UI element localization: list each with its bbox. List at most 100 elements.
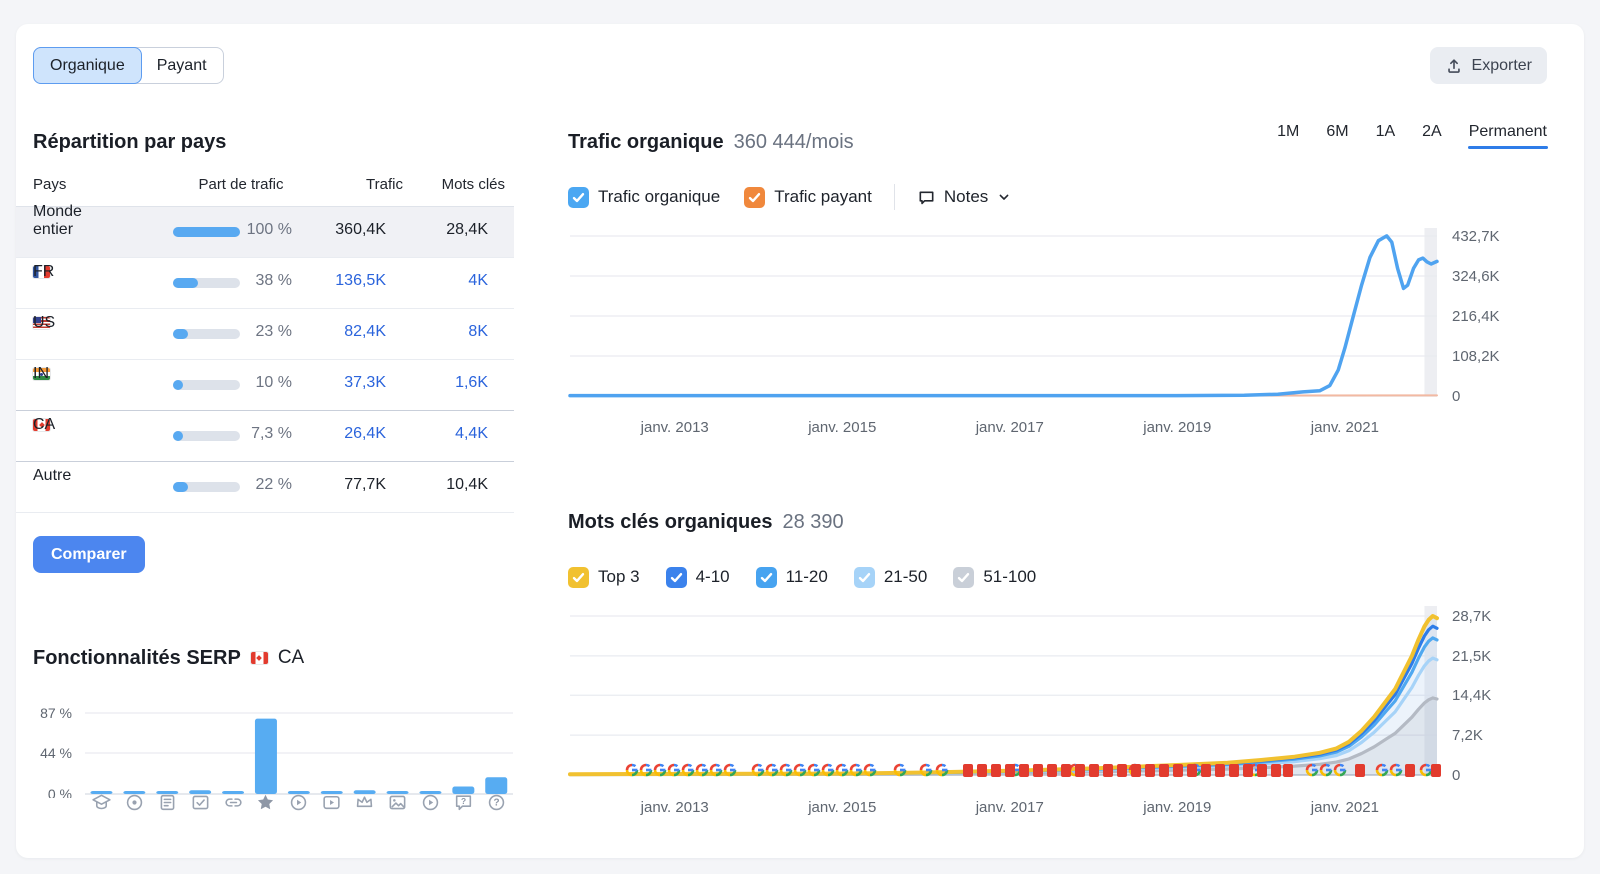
country-row-ca[interactable]: CA 7,3 % 26,4K 4,4K <box>16 410 514 462</box>
checkbox-icon[interactable] <box>953 566 975 588</box>
google-update-icon[interactable] <box>835 763 849 777</box>
google-update-icon[interactable] <box>695 763 709 777</box>
checkbox-icon[interactable] <box>755 566 777 588</box>
legend-keywords-21-50[interactable]: 21-50 <box>853 566 927 588</box>
google-penalty-icon[interactable] <box>1283 764 1293 777</box>
google-update-icon[interactable] <box>1375 763 1389 777</box>
range-tab-1a[interactable]: 1A <box>1375 123 1396 140</box>
compare-button[interactable]: Comparer <box>33 536 145 573</box>
country-row-fr[interactable]: FR 38 % 136,5K 4K <box>16 258 514 309</box>
google-penalty-icon[interactable] <box>1131 764 1141 777</box>
checkbox-icon[interactable] <box>568 186 589 208</box>
google-penalty-icon[interactable] <box>1201 764 1211 777</box>
country-row-autre[interactable]: Autre 22 % 77,7K 10,4K <box>16 462 514 513</box>
range-tab-6m[interactable]: 6M <box>1326 123 1349 140</box>
keywords-value[interactable]: 8K <box>468 323 488 340</box>
google-update-icon[interactable] <box>625 763 639 777</box>
serp-features-chart[interactable]: 0 % 44 % 87 % <box>30 680 530 802</box>
google-penalty-icon[interactable] <box>991 764 1001 777</box>
traffic-share-bar <box>173 482 240 492</box>
svg-text:44 %: 44 % <box>40 745 72 761</box>
checkbox-icon[interactable] <box>853 566 875 588</box>
export-button[interactable]: Exporter <box>1429 47 1547 84</box>
google-penalty-icon[interactable] <box>1173 764 1183 777</box>
google-penalty-icon[interactable] <box>1215 764 1225 777</box>
toggle-organic[interactable]: Organique <box>33 47 142 84</box>
google-penalty-icon[interactable] <box>963 764 973 777</box>
checkbox-icon[interactable] <box>568 566 589 588</box>
google-penalty-icon[interactable] <box>1187 764 1197 777</box>
google-penalty-icon[interactable] <box>1103 764 1113 777</box>
google-penalty-icon[interactable] <box>1257 764 1267 777</box>
google-update-icon[interactable] <box>893 763 907 777</box>
google-penalty-icon[interactable] <box>1061 764 1071 777</box>
google-update-icon[interactable] <box>751 763 765 777</box>
google-update-icon[interactable] <box>821 763 835 777</box>
legend-keywords-51-100[interactable]: 51-100 <box>953 566 1036 588</box>
google-update-icon[interactable] <box>723 763 737 777</box>
google-update-icon[interactable] <box>667 763 681 777</box>
google-update-icon[interactable] <box>807 763 821 777</box>
traffic-value[interactable]: 37,3K <box>344 374 386 391</box>
country-row-us[interactable]: US 23 % 82,4K 8K <box>16 309 514 360</box>
notes-dropdown[interactable]: Notes <box>917 187 1012 207</box>
google-update-icon[interactable] <box>863 763 877 777</box>
organic-keywords-chart[interactable]: 0 7,2K 14,4K 21,5K 28,7K janv. 2013 janv. 2015… <box>556 598 1548 838</box>
google-update-icon[interactable] <box>919 763 933 777</box>
range-tab-1m[interactable]: 1M <box>1277 123 1300 140</box>
google-penalty-icon[interactable] <box>1243 764 1253 777</box>
google-update-icon[interactable] <box>681 763 695 777</box>
legend-keywords-11-20[interactable]: 11-20 <box>755 566 828 588</box>
checkbox-icon[interactable] <box>744 186 766 208</box>
range-tab-permanent[interactable]: Permanent <box>1467 123 1549 149</box>
google-update-icon[interactable] <box>1305 763 1319 777</box>
country-row-monde-entier[interactable]: Monde entier 100 % 360,4K 28,4K <box>16 203 514 258</box>
organic-traffic-chart[interactable]: 0 108,2K 216,4K 324,6K 432,7K janv. 2013 janv.… <box>556 220 1548 452</box>
google-penalty-icon[interactable] <box>1271 764 1281 777</box>
google-penalty-icon[interactable] <box>1047 764 1057 777</box>
google-penalty-icon[interactable] <box>1229 764 1239 777</box>
google-penalty-icon[interactable] <box>1075 764 1085 777</box>
traffic-value[interactable]: 136,5K <box>335 272 386 289</box>
country-row-in[interactable]: IN 10 % 37,3K 1,6K <box>16 360 514 411</box>
keywords-value[interactable]: 4K <box>468 272 488 289</box>
google-penalty-icon[interactable] <box>1117 764 1127 777</box>
google-update-icon[interactable] <box>709 763 723 777</box>
legend-keywords-4-10[interactable]: 4-10 <box>665 566 730 588</box>
google-penalty-icon[interactable] <box>1005 764 1015 777</box>
toggle-paid[interactable]: Payant <box>141 48 223 83</box>
google-update-icon[interactable] <box>1319 763 1333 777</box>
google-update-icon[interactable] <box>793 763 807 777</box>
traffic-value[interactable]: 82,4K <box>344 323 386 340</box>
legend-keywords-top-3[interactable]: Top 3 <box>568 566 640 588</box>
google-update-icon[interactable] <box>935 763 949 777</box>
checkbox-icon[interactable] <box>665 566 687 588</box>
google-update-icon[interactable] <box>1419 763 1433 777</box>
google-penalty-icon[interactable] <box>1145 764 1155 777</box>
google-update-icon[interactable] <box>1333 763 1347 777</box>
legend-traffic-trafic-organique[interactable]: Trafic organique <box>568 186 720 208</box>
google-penalty-icon[interactable] <box>1159 764 1169 777</box>
google-penalty-icon[interactable] <box>1019 764 1029 777</box>
google-penalty-icon[interactable] <box>1355 764 1365 777</box>
keywords-value[interactable]: 1,6K <box>455 374 488 391</box>
google-penalty-icon[interactable] <box>1431 764 1441 777</box>
keywords-value[interactable]: 4,4K <box>455 425 488 442</box>
google-update-icon[interactable] <box>779 763 793 777</box>
google-update-icon[interactable] <box>849 763 863 777</box>
google-penalty-icon[interactable] <box>1089 764 1099 777</box>
serp-feature-icon-links <box>223 792 244 818</box>
google-penalty-icon[interactable] <box>1405 764 1415 777</box>
google-penalty-icon[interactable] <box>977 764 987 777</box>
google-update-markers[interactable] <box>570 763 1470 779</box>
google-update-icon[interactable] <box>639 763 653 777</box>
traffic-value[interactable]: 26,4K <box>344 425 386 442</box>
google-update-icon[interactable] <box>653 763 667 777</box>
google-penalty-icon[interactable] <box>1033 764 1043 777</box>
range-tab-2a[interactable]: 2A <box>1422 123 1442 140</box>
google-update-icon[interactable] <box>765 763 779 777</box>
col-trafic: Trafic <box>366 176 403 193</box>
traffic-share-value: 22 % <box>255 476 292 493</box>
google-update-icon[interactable] <box>1389 763 1403 777</box>
legend-traffic-trafic-payant[interactable]: Trafic payant <box>744 186 872 208</box>
